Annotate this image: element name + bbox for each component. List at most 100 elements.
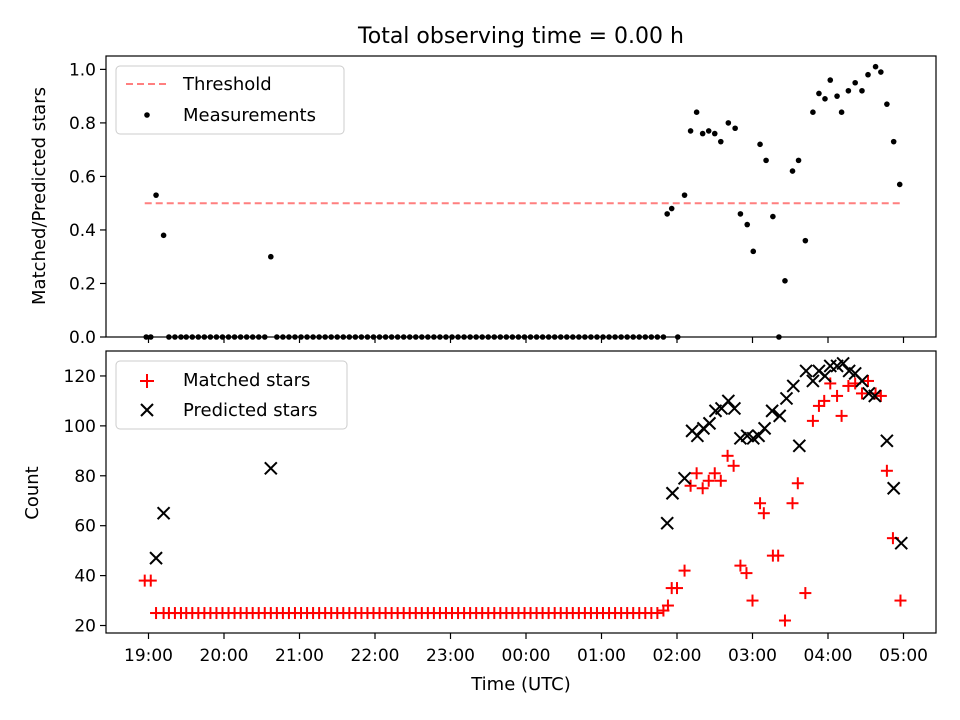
data-point [878, 69, 884, 75]
x-tick-label: 22:00 [351, 646, 400, 666]
data-point [779, 391, 794, 406]
data-point [705, 128, 712, 134]
x-tick-label: 23:00 [426, 646, 475, 666]
x-tick-label: 19:00 [124, 646, 173, 666]
data-point [770, 213, 776, 220]
data-point [795, 157, 802, 164]
data-point [708, 467, 721, 480]
data-point [852, 79, 858, 86]
data-point [725, 120, 732, 126]
ratio-plot-frame [105, 55, 937, 338]
data-point [865, 71, 871, 78]
ratio-panel: 0.0 0.2 0.4 0.6 0.8 1.0 Matched/Predicted sta… [29, 55, 937, 348]
data-point [827, 77, 834, 83]
data-point [696, 482, 709, 495]
y-tick-label: 80 [74, 467, 96, 487]
data-point [684, 479, 697, 492]
data-point [721, 394, 736, 408]
data-point [789, 168, 796, 174]
data-point [754, 497, 767, 510]
y-tick-label: 0.2 [69, 274, 96, 294]
data-point [734, 559, 747, 572]
x-tick-label: 21:00 [275, 646, 324, 666]
data-point [842, 379, 855, 392]
measurements-legend-marker [144, 112, 150, 118]
data-point [660, 516, 674, 530]
data-point [880, 464, 893, 477]
data-point [717, 138, 724, 145]
data-point [786, 497, 799, 510]
data-point [772, 409, 787, 423]
count-plot-frame [105, 350, 937, 634]
predicted-stars-series [149, 356, 908, 565]
y-tick-label: 0.0 [69, 328, 96, 348]
data-point [651, 607, 664, 620]
data-point [786, 379, 800, 393]
data-point [806, 374, 820, 388]
data-point [894, 536, 908, 550]
data-point [690, 467, 703, 480]
data-point [740, 567, 753, 580]
y-tick-label: 1.0 [69, 60, 96, 80]
data-point [894, 594, 907, 607]
data-point [160, 232, 167, 239]
data-point [746, 594, 759, 607]
y-tick-label: 100 [64, 417, 96, 437]
data-point [824, 377, 837, 390]
chart-title: Total observing time = 0.00 h [357, 24, 684, 49]
y-tick-label: 120 [64, 367, 96, 387]
x-tick-label: 03:00 [728, 646, 777, 666]
measurements-legend-label: Measurements [183, 105, 316, 126]
matched-legend-marker [140, 374, 154, 388]
data-point [886, 481, 901, 495]
data-point [880, 434, 894, 448]
data-point [681, 192, 688, 198]
data-point [896, 181, 903, 188]
data-point [855, 387, 868, 400]
count-panel: 20 40 60 80 100 120 19:00 20:00 21:00 22:00 23:00… [22, 350, 937, 666]
data-point [816, 90, 822, 97]
data-point [757, 507, 770, 520]
x-tick-label: 20:00 [200, 646, 249, 666]
data-point [668, 205, 675, 212]
data-point [727, 401, 742, 416]
data-point [836, 356, 850, 371]
data-point [862, 374, 875, 387]
x-axis-label: Time (UTC) [470, 674, 571, 695]
x-tick-label: 05:00 [879, 646, 928, 666]
data-point [810, 109, 816, 115]
data-point [721, 449, 734, 462]
data-point [765, 404, 779, 418]
data-point [818, 394, 831, 407]
data-point [702, 474, 715, 487]
data-point [822, 96, 828, 102]
data-point [690, 429, 705, 443]
data-point [144, 574, 157, 587]
data-point [799, 364, 813, 378]
data-point [872, 63, 879, 70]
threshold-legend-label: Threshold [182, 74, 272, 95]
data-point [671, 582, 683, 595]
data-point [782, 278, 788, 284]
data-point [693, 109, 700, 115]
x-tick-label: 00:00 [502, 646, 551, 666]
data-point [714, 474, 727, 487]
y-tick-label: 20 [74, 617, 96, 637]
data-point [153, 192, 159, 198]
data-point [859, 87, 865, 94]
data-point [778, 614, 791, 627]
data-point [884, 101, 890, 107]
data-point [838, 109, 845, 115]
data-point [664, 211, 670, 217]
data-point [699, 130, 706, 137]
data-point [890, 138, 897, 145]
data-point [835, 409, 848, 422]
data-point [831, 389, 844, 402]
x-tick-label: 04:00 [804, 646, 853, 666]
data-point [744, 221, 751, 228]
data-point [818, 369, 832, 383]
data-point [711, 130, 718, 137]
data-point [678, 564, 691, 577]
data-point [772, 549, 785, 562]
data-point [791, 477, 804, 490]
